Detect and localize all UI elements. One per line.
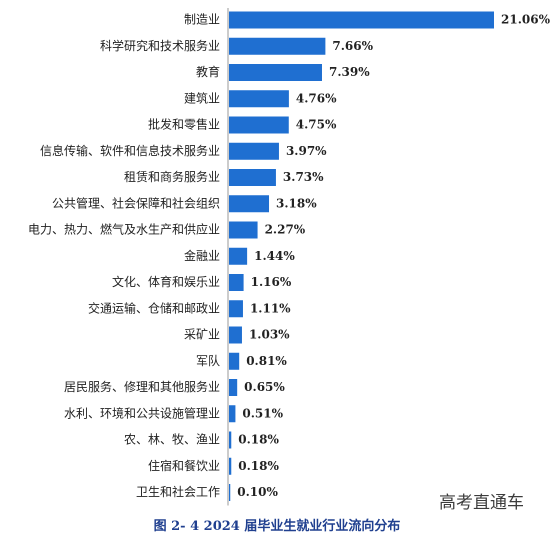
- value-label: 0.18%: [238, 459, 279, 473]
- category-label: 金融业: [184, 248, 220, 263]
- figure-caption: 图 2- 4 2024 届毕业生就业行业流向分布: [153, 519, 401, 534]
- value-label: 1.16%: [251, 275, 292, 289]
- category-label: 居民服务、修理和其他服务业: [64, 379, 220, 394]
- bar: [229, 300, 243, 318]
- value-label: 1.11%: [250, 301, 291, 315]
- value-label: 7.66%: [332, 39, 373, 53]
- value-label: 0.81%: [246, 354, 287, 368]
- bar: [229, 274, 244, 291]
- category-label: 公共管理、社会保障和社会组织: [52, 195, 220, 210]
- category-label: 农、林、牧、渔业: [124, 433, 220, 447]
- bar: [229, 247, 248, 265]
- value-label: 21.06%: [501, 13, 551, 27]
- category-label: 电力、热力、燃气及水生产和供应业: [28, 222, 220, 237]
- value-label: 3.18%: [276, 196, 317, 210]
- bar: [229, 221, 258, 239]
- category-label: 水利、环境和公共设施管理业: [64, 405, 220, 420]
- bar: [229, 431, 232, 449]
- value-label: 1.44%: [254, 249, 295, 263]
- category-label: 批发和零售业: [148, 117, 220, 132]
- watermark-text: 高考直通车: [439, 493, 524, 513]
- value-label: 4.75%: [296, 118, 337, 132]
- bar: [229, 37, 326, 55]
- bar: [229, 326, 242, 344]
- bar-chart: 制造业 21.06% 科学研究和技术服务业 7.66% 教育 7.39% 建筑业 4.76% 批…: [28, 8, 551, 506]
- bar: [229, 116, 289, 134]
- value-label: 4.76%: [296, 91, 337, 105]
- category-label: 卫生和社会工作: [136, 484, 220, 499]
- category-label: 采矿业: [184, 328, 220, 342]
- category-label: 住宿和餐饮业: [148, 458, 220, 473]
- value-label: 0.18%: [238, 433, 279, 447]
- value-label: 0.51%: [242, 406, 283, 420]
- value-label: 1.03%: [249, 328, 290, 342]
- category-label: 交通运输、仓储和邮政业: [88, 300, 220, 315]
- bar: [229, 457, 232, 475]
- value-label: 7.39%: [329, 65, 370, 79]
- value-label: 3.97%: [286, 144, 327, 158]
- bar: [229, 195, 270, 213]
- bar: [229, 405, 236, 423]
- value-label: 2.27%: [265, 223, 306, 237]
- category-label: 教育: [196, 64, 220, 79]
- value-label: 0.10%: [237, 485, 278, 499]
- category-label: 文化、体育和娱乐业: [112, 274, 220, 289]
- bar: [229, 64, 322, 81]
- category-label: 租赁和商务服务业: [124, 169, 220, 184]
- bar: [229, 379, 238, 396]
- bar: [229, 11, 494, 29]
- category-label: 军队: [196, 353, 220, 368]
- category-label: 制造业: [184, 13, 220, 27]
- category-label: 信息传输、软件和信息技术服务业: [40, 143, 220, 158]
- bar: [229, 169, 276, 186]
- bar: [229, 90, 289, 108]
- value-label: 0.65%: [244, 380, 285, 394]
- bar: [229, 142, 279, 160]
- category-label: 建筑业: [184, 90, 220, 105]
- value-label: 3.73%: [283, 170, 324, 184]
- category-label: 科学研究和技术服务业: [100, 38, 220, 53]
- bar: [229, 352, 240, 370]
- bar: [229, 484, 231, 501]
